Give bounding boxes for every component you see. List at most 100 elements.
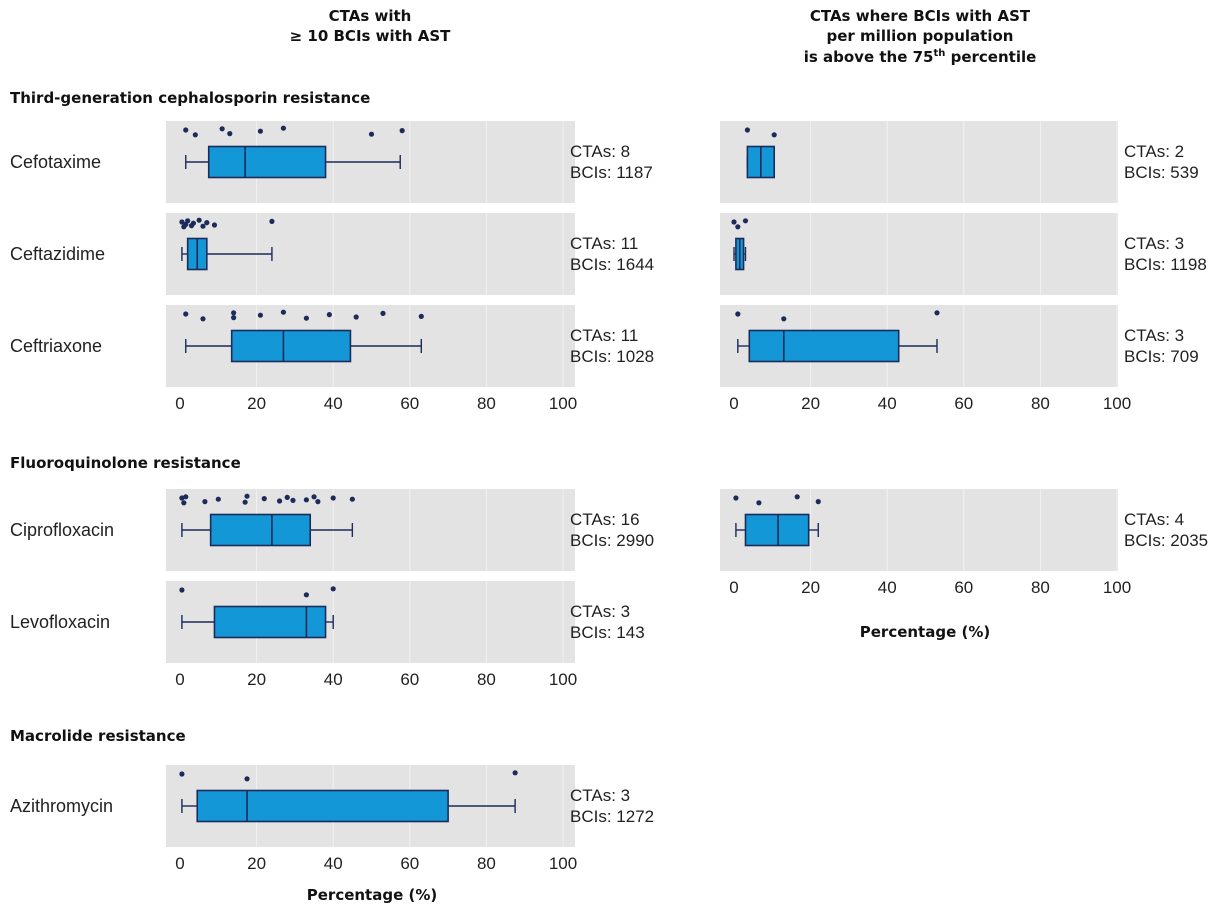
left-third-gen-x-axis-tick-40: 40 bbox=[324, 394, 343, 413]
left-column-header-line2: ≥ 10 BCIs with AST bbox=[290, 27, 452, 45]
left-ciprofloxacin-point-4 bbox=[215, 496, 221, 502]
left-ciprofloxacin-point-1 bbox=[181, 500, 187, 506]
left-ceftriaxone-point-10 bbox=[418, 313, 424, 319]
left-ceftriaxone-point-7 bbox=[326, 312, 332, 318]
left-ceftazidime-point-7 bbox=[204, 220, 210, 226]
left-azithromycin-point-2 bbox=[512, 770, 518, 776]
left-azithromycin-point-0 bbox=[179, 771, 185, 777]
right-ceftazidime-ctas-label: CTAs: 3 bbox=[1124, 234, 1184, 253]
left-ceftriaxone-point-3 bbox=[231, 315, 237, 321]
left-ciprofloxacin-point-2 bbox=[183, 494, 189, 500]
right-ceftazidime-point-1 bbox=[735, 224, 741, 230]
left-ciprofloxacin-box bbox=[209, 513, 312, 547]
left-ceftazidime-point-5 bbox=[196, 217, 202, 223]
section-title-fluoro: Fluoroquinolone resistance bbox=[10, 454, 241, 472]
left-column-header-line1: CTAs with bbox=[329, 7, 412, 25]
left-fluoro-x-axis-tick-40: 40 bbox=[324, 670, 343, 689]
left-cefotaxime-point-2 bbox=[219, 126, 225, 132]
left-cefotaxime-point-6 bbox=[368, 131, 375, 137]
left-ceftazidime-point-8 bbox=[211, 222, 218, 228]
left-azithromycin-point-1 bbox=[244, 776, 250, 782]
left-azithromycin-box bbox=[196, 789, 449, 823]
left-macrolide-x-axis-tick-20: 20 bbox=[247, 854, 266, 873]
left-ceftazidime-point-9 bbox=[269, 218, 275, 224]
right-ceftazidime-bcis-label: BCIs: 1198 bbox=[1124, 255, 1207, 274]
left-ciprofloxacin-ctas-label: CTAs: 16 bbox=[570, 510, 640, 529]
right-ceftriaxone-point-1 bbox=[781, 316, 787, 322]
left-fluoro-x-axis-tick-80: 80 bbox=[477, 670, 496, 689]
right-third-gen-x-axis-tick-40: 40 bbox=[878, 394, 897, 413]
drug-label-ceftriaxone: Ceftriaxone bbox=[10, 336, 102, 356]
right-fluoro-x-axis-tick-60: 60 bbox=[954, 578, 973, 597]
left-ceftriaxone-point-4 bbox=[257, 312, 264, 318]
right-fluoro-x-axis-tick-20: 20 bbox=[801, 578, 820, 597]
left-macrolide-x-axis-tick-100: 100 bbox=[549, 854, 577, 873]
left-ciprofloxacin-point-13 bbox=[315, 499, 321, 505]
left-macrolide-x-axis-tick-40: 40 bbox=[324, 854, 343, 873]
right-column-header-line3: is above the 75th percentile bbox=[804, 48, 1037, 66]
section-title-macrolide: Macrolide resistance bbox=[10, 727, 186, 745]
chart-marks: Cefotaxime CTAs: 8 BCIs: 1187 Ceftazidime CT… bbox=[10, 121, 1208, 873]
left-cefotaxime-point-5 bbox=[280, 125, 287, 131]
left-levofloxacin-point-2 bbox=[330, 586, 336, 592]
right-ceftriaxone-point-0 bbox=[735, 311, 741, 317]
right-cefotaxime-ctas-label: CTAs: 2 bbox=[1124, 142, 1184, 161]
drug-label-ciprofloxacin: Ciprofloxacin bbox=[10, 520, 114, 540]
right-column-header-line2: per million population bbox=[827, 27, 1014, 45]
left-levofloxacin-point-1 bbox=[303, 592, 309, 598]
right-column-header-line1: CTAs where BCIs with AST bbox=[810, 7, 1031, 25]
right-ceftriaxone-bcis-label: BCIs: 709 bbox=[1124, 347, 1199, 366]
left-azithromycin-bcis-label: BCIs: 1272 bbox=[570, 807, 654, 826]
right-ciprofloxacin-point-1 bbox=[756, 500, 762, 506]
drug-label-levofloxacin: Levofloxacin bbox=[10, 612, 110, 632]
right-third-gen-x-axis-tick-80: 80 bbox=[1031, 394, 1050, 413]
right-third-gen-x-axis-tick-60: 60 bbox=[954, 394, 973, 413]
left-levofloxacin-bcis-label: BCIs: 143 bbox=[570, 623, 645, 642]
left-ceftazidime-point-10 bbox=[183, 221, 189, 227]
left-ceftriaxone-ctas-label: CTAs: 11 bbox=[570, 326, 638, 345]
right-fluoro-x-axis-tick-100: 100 bbox=[1103, 578, 1131, 597]
left-levofloxacin-point-0 bbox=[179, 587, 185, 593]
left-ciprofloxacin-point-15 bbox=[349, 496, 355, 502]
left-third-gen-x-axis-tick-100: 100 bbox=[549, 394, 577, 413]
left-levofloxacin-box bbox=[213, 605, 327, 639]
left-macrolide-x-axis-tick-80: 80 bbox=[477, 854, 496, 873]
left-ciprofloxacin-point-9 bbox=[284, 494, 290, 500]
left-ceftriaxone-bcis-label: BCIs: 1028 bbox=[570, 347, 654, 366]
left-third-gen-x-axis-tick-60: 60 bbox=[400, 394, 419, 413]
left-ciprofloxacin-point-11 bbox=[303, 497, 309, 503]
left-ceftazidime-point-6 bbox=[200, 223, 206, 229]
left-ciprofloxacin-point-6 bbox=[242, 499, 248, 505]
right-ceftazidime-point-2 bbox=[742, 218, 749, 224]
left-fluoro-x-axis-tick-20: 20 bbox=[247, 670, 266, 689]
left-ceftazidime-bcis-label: BCIs: 1644 bbox=[570, 255, 654, 274]
left-macrolide-x-axis-tick-0: 0 bbox=[175, 854, 184, 873]
left-cefotaxime-point-0 bbox=[183, 127, 189, 133]
left-x-axis-label: Percentage (%) bbox=[307, 886, 437, 904]
left-cefotaxime-point-3 bbox=[227, 131, 233, 137]
left-levofloxacin-ctas-label: CTAs: 3 bbox=[570, 602, 630, 621]
left-azithromycin-ctas-label: CTAs: 3 bbox=[570, 786, 630, 805]
left-ciprofloxacin-point-12 bbox=[311, 494, 317, 500]
right-ceftriaxone-ctas-label: CTAs: 3 bbox=[1124, 326, 1184, 345]
right-fluoro-x-axis-tick-0: 0 bbox=[729, 578, 738, 597]
left-third-gen-x-axis-tick-80: 80 bbox=[477, 394, 496, 413]
left-cefotaxime-point-1 bbox=[192, 132, 198, 138]
left-ceftriaxone-point-8 bbox=[353, 314, 359, 320]
right-third-gen-x-axis-tick-100: 100 bbox=[1103, 394, 1131, 413]
right-header-line3-end: percentile bbox=[945, 48, 1036, 66]
right-x-axis-label: Percentage (%) bbox=[860, 623, 990, 641]
left-third-gen-x-axis-tick-20: 20 bbox=[247, 394, 266, 413]
left-cefotaxime-point-4 bbox=[257, 128, 264, 134]
drug-label-azithromycin: Azithromycin bbox=[10, 796, 113, 816]
right-ciprofloxacin-ctas-label: CTAs: 4 bbox=[1124, 510, 1184, 529]
left-ceftriaxone-point-9 bbox=[380, 310, 386, 316]
left-third-gen-x-axis-tick-0: 0 bbox=[175, 394, 184, 413]
right-ceftazidime-point-0 bbox=[731, 219, 737, 225]
left-fluoro-x-axis-tick-100: 100 bbox=[549, 670, 577, 689]
left-ceftazidime-point-0 bbox=[179, 219, 185, 225]
left-cefotaxime-ctas-label: CTAs: 8 bbox=[570, 142, 630, 161]
left-fluoro-x-axis-tick-60: 60 bbox=[400, 670, 419, 689]
